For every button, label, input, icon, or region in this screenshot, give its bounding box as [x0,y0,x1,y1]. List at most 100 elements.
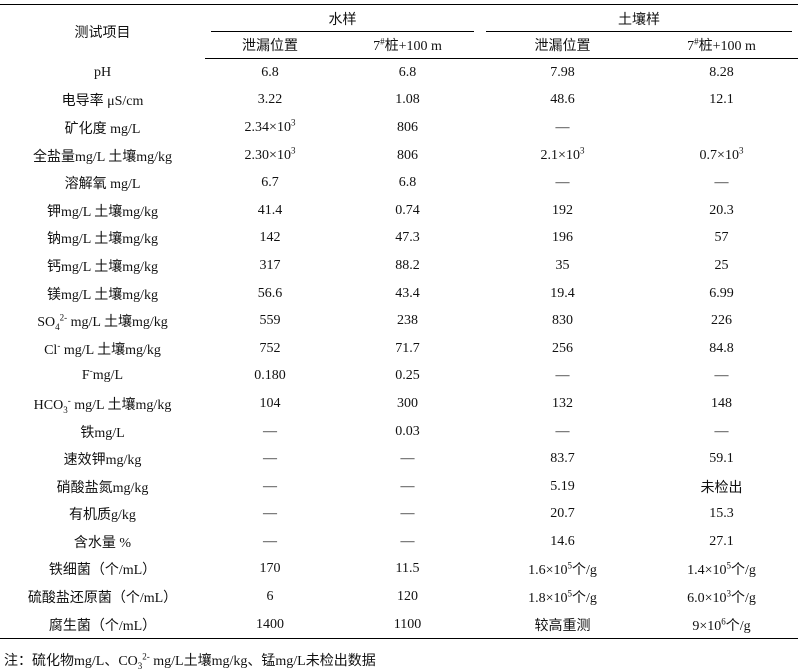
header-cell: 测试项目 [74,25,131,41]
cell: 142 [259,230,281,246]
row-label: 有机质g/kg [69,508,136,524]
row-label: 腐生菌（个/mL） [48,618,157,634]
column-header: 泄漏位置 [480,32,645,59]
cell: 47.3 [395,230,420,246]
table-row: 矿化度 mg/L 2.34×103 806 — [0,114,798,142]
header-row: 泄漏位置 7#桩+100 m 泄漏位置 7#桩+100 m [0,32,798,59]
cell: — [400,533,415,549]
cell: 0.03 [395,423,420,439]
cell: — [263,478,277,494]
text-run: 7 [373,39,381,54]
cell: 0.25 [395,368,420,384]
cell: 0.180 [254,368,286,384]
cell: 1400 [256,616,284,632]
cell: 3.22 [257,92,283,108]
table-row: F-mg/L 0.180 0.25 — — [0,363,798,391]
text-run: 9×10 [692,618,722,634]
cell: 0.7×103 [645,142,798,170]
column-header: 7#桩+100 m [335,32,480,59]
cell: 104 [259,395,281,411]
superscript: - [89,365,93,376]
cell: 88.2 [395,257,420,273]
cell: — [263,506,277,522]
text-run: 0.7×10 [699,147,739,163]
text-run: 2.1×10 [540,147,580,163]
row-label: 钙mg/L 土壤mg/kg [46,259,159,275]
superscript: # [380,36,385,47]
cell: 1.08 [395,92,420,108]
cell: 48.6 [550,92,575,108]
subscript: 4 [55,321,60,332]
superscript: 3 [726,588,732,599]
text-run: mg/L 土壤mg/kg [70,397,172,413]
cell: — [714,368,729,384]
superscript: 6 [721,616,726,627]
cell: 806 [397,147,418,163]
cell: — [555,175,570,191]
table-row: HCO3- mg/L 土壤mg/kg 104 300 132 148 [0,390,798,418]
cell: 196 [552,230,573,246]
cell: 2.1×103 [480,142,645,170]
cell: 1100 [393,616,422,632]
text-run: 7 [687,39,695,54]
cell: 6.99 [709,285,734,301]
cell: 57 [714,230,729,246]
superscript: 3 [738,144,744,155]
cell: 27.1 [709,533,734,549]
text-run: mg/L 土壤mg/kg [60,342,161,358]
superscript: - [67,395,71,406]
table-row: 腐生菌（个/mL） 1400 1100 较高重测 9×106个/g [0,611,798,639]
cell: — [263,451,277,467]
text-run: 注：硫化物mg/L、CO [4,654,138,669]
cell: 830 [552,313,573,329]
text-run: mg/L 土壤mg/kg [67,315,168,331]
cell: 238 [397,313,418,329]
cell: 59.1 [709,451,734,467]
row-label: 速效钾mg/kg [63,453,142,469]
text-run: mg/L土壤mg/kg、锰mg/L未检出数据 [149,654,376,669]
table-row: 硫酸盐还原菌（个/mL） 6 120 1.8×105个/g 6.0×103个/g [0,583,798,611]
cell: 559 [259,313,281,329]
cell: 6 [266,589,274,605]
table-row: 钙mg/L 土壤mg/kg 317 88.2 35 25 [0,252,798,280]
row-label: 电导率 μS/cm [61,94,144,110]
cell: 256 [552,340,573,356]
cell: 5.19 [550,478,575,494]
row-label: 铁细菌（个/mL） [48,563,157,579]
row-label: 硝酸盐氮mg/kg [56,480,149,496]
superscript: # [694,36,699,47]
superscript: 3 [290,117,296,128]
cell: 2.30×103 [205,142,335,170]
text-run: 1.6×10 [528,563,568,579]
table-row: 钾mg/L 土壤mg/kg 41.4 0.74 192 20.3 [0,197,798,225]
cell: 12.1 [709,92,734,108]
cell: 192 [552,202,573,218]
text-run: 2.30×10 [244,147,291,163]
column-header: 7#桩+100 m [645,32,798,59]
row-label: 全盐量mg/L 土壤mg/kg [32,149,173,165]
cell: 9×106个/g [645,611,798,639]
superscript: 3 [290,144,296,155]
header-row: 测试项目 水样 土壤样 [0,4,798,41]
cell: 752 [259,340,281,356]
cell: 300 [397,395,418,411]
text-run: 6.0×10 [687,591,727,607]
group-header: 水样 [205,4,480,32]
cell: — [263,533,277,549]
cell: 6.8 [398,64,417,80]
data-table: 测试项目 水样 土壤样 泄漏位置 7#桩+100 m 泄漏位置 7#桩+100 m p… [0,4,798,640]
cell: 1.6×105个/g [480,556,645,584]
text-run: 1.8×10 [528,591,568,607]
text-run: HCO [33,397,64,413]
text-run: 个/g [572,563,597,579]
cell: 6.8 [261,64,279,80]
cell: 较高重测 [534,618,591,634]
text-run: 个/g [725,618,751,634]
text-run: mg/L [92,368,124,384]
cell: 84.8 [709,340,734,356]
row-label: Cl- mg/L 土壤mg/kg [0,335,205,363]
cell: 14.6 [550,533,575,549]
row-label: SO42- mg/L 土壤mg/kg [0,307,205,335]
subscript: 3 [137,660,143,671]
